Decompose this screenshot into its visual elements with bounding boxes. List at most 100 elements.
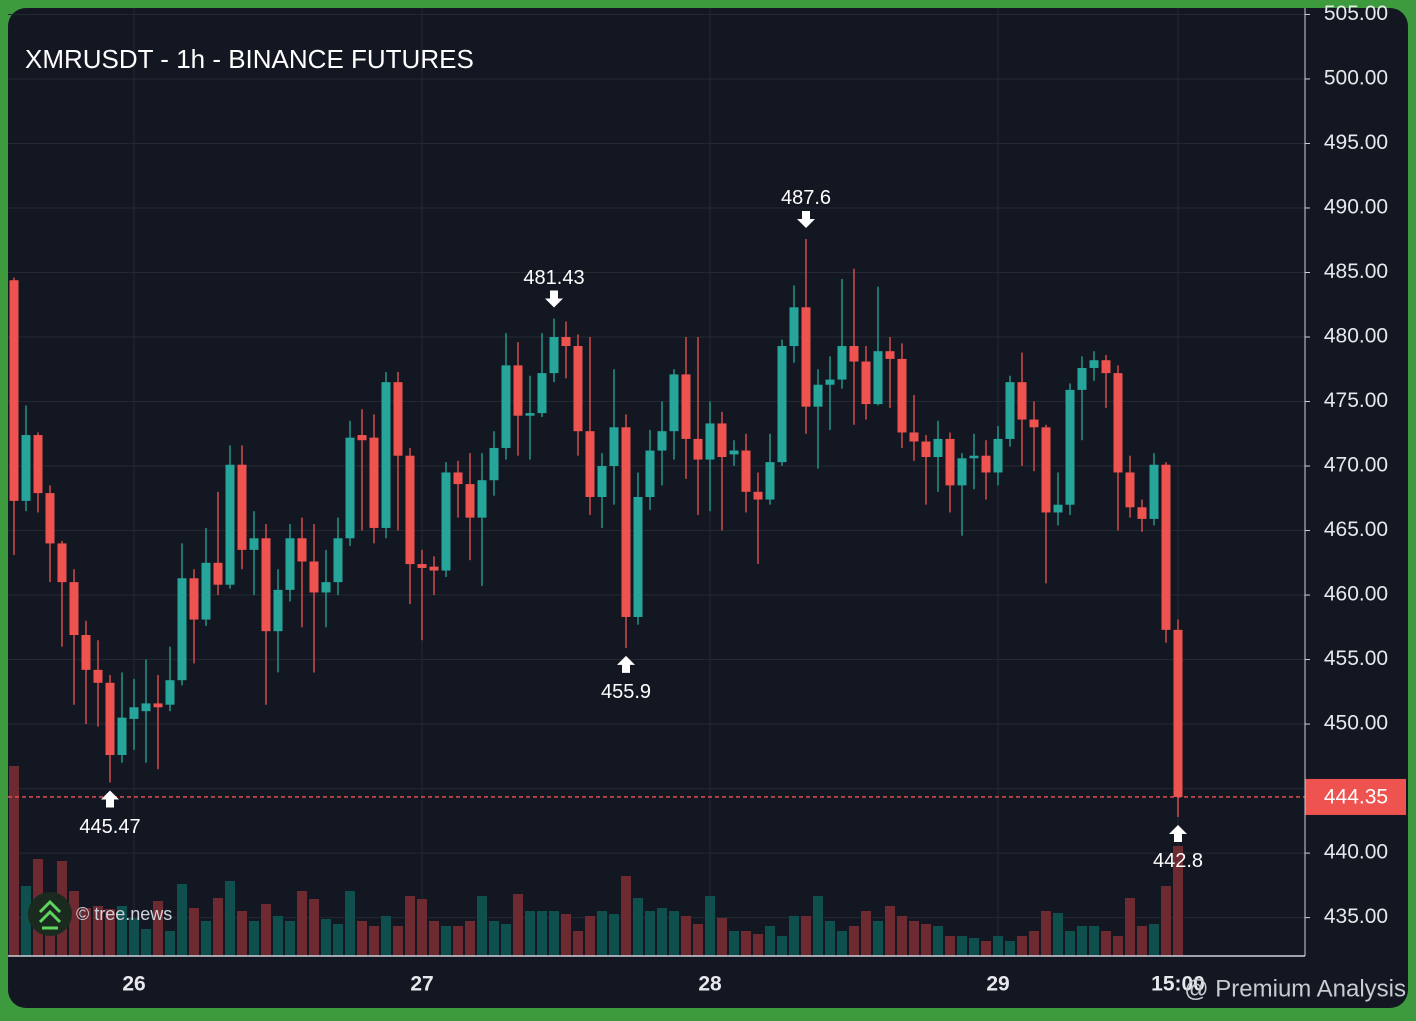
candle-body [693, 438, 703, 460]
volume-bar [777, 936, 787, 956]
volume-bar [345, 891, 355, 956]
volume-bar [165, 931, 175, 956]
candle-body [897, 358, 907, 433]
arrow-up [101, 790, 119, 808]
candle-body [33, 435, 43, 494]
candle-body [441, 472, 451, 571]
volume-bar [993, 936, 1003, 956]
candle-body [549, 336, 559, 374]
x-tick-label: 29 [986, 973, 1009, 996]
volume-bar [813, 896, 823, 956]
volume-bar [381, 916, 391, 956]
candle-body [741, 450, 751, 492]
volume-bar [909, 921, 919, 956]
volume-bar [405, 896, 415, 956]
candle-body [309, 561, 319, 593]
volume-bar [921, 924, 931, 956]
volume-bar [297, 891, 307, 956]
volume-bar [117, 906, 127, 956]
volume-bar [21, 886, 31, 956]
volume-bar [573, 931, 583, 956]
candle-body [945, 438, 955, 486]
watermark: © tree.news [76, 904, 172, 924]
y-tick-label: 500.00 [1324, 67, 1388, 90]
candle-body [249, 538, 259, 550]
candle-body [1065, 389, 1075, 505]
volume-bar [261, 904, 271, 956]
candle-body [1113, 373, 1123, 473]
arrow-down [545, 290, 563, 308]
candle-body [669, 374, 679, 432]
volume-bar [1137, 926, 1147, 956]
candle-body [45, 493, 55, 544]
candle-body [273, 589, 283, 632]
x-tick-label: 26 [122, 973, 145, 996]
volume-bar [1017, 936, 1027, 956]
volume-bar [189, 908, 199, 956]
volume-bar [441, 926, 451, 956]
volume-bar [1089, 926, 1099, 956]
candle-body [1041, 427, 1051, 513]
candle-body [957, 458, 967, 486]
candle-body [837, 346, 847, 380]
candle-body [357, 435, 367, 441]
volume-bar [969, 938, 979, 956]
volume-bar [489, 921, 499, 956]
candle-body [477, 480, 487, 518]
volume-bar [1041, 911, 1051, 956]
candle-body [705, 423, 715, 460]
candle-body [633, 496, 643, 617]
volume-bar [1005, 941, 1015, 956]
candle-body [765, 462, 775, 500]
volume-bar [249, 921, 259, 956]
volume-bar [621, 876, 631, 956]
volume-bar [93, 906, 103, 956]
volume-bar [669, 911, 679, 956]
volume-bar [789, 916, 799, 956]
volume-bar [849, 926, 859, 956]
volume-bar [741, 931, 751, 956]
volume-bar [177, 884, 187, 956]
arrow-down [797, 210, 815, 228]
annotation-label: 455.9 [601, 681, 651, 703]
volume-bar [861, 911, 871, 956]
candle-body [105, 682, 115, 756]
candle-body [153, 703, 163, 708]
panel [8, 8, 1408, 1008]
candle-body [921, 441, 931, 457]
annotation-label: 481.43 [523, 267, 584, 289]
volume-bar [705, 896, 715, 956]
volume-bar [465, 921, 475, 956]
last-price-label: 444.35 [1324, 785, 1388, 808]
candle-body [873, 351, 883, 405]
candle-body [609, 427, 619, 467]
candle-body [681, 374, 691, 439]
candle-body [525, 413, 535, 416]
volume-bar [369, 926, 379, 956]
volume-bar [729, 931, 739, 956]
volume-bar [309, 899, 319, 956]
annotation-label: 487.6 [781, 187, 831, 209]
volume-bar [1113, 936, 1123, 956]
candle-body [537, 373, 547, 414]
volume-bar [885, 906, 895, 956]
candle-body [981, 455, 991, 473]
volume-bar [357, 921, 367, 956]
candle-body [861, 361, 871, 405]
x-tick-label: 28 [698, 973, 722, 996]
volume-bar [237, 911, 247, 956]
volume-bar [1101, 931, 1111, 956]
candle-body [1005, 382, 1015, 439]
volume-bar [957, 936, 967, 956]
candle-body [1029, 419, 1039, 428]
candle-body [621, 427, 631, 617]
chart-title: XMRUSDT - 1h - BINANCE FUTURES [25, 44, 474, 74]
grid [8, 8, 1305, 956]
candle-body [117, 717, 127, 756]
candle-body [297, 538, 307, 562]
candle-body [933, 438, 943, 457]
candle-body [1077, 367, 1087, 390]
candle-body [57, 543, 67, 583]
candle-body [345, 437, 355, 539]
